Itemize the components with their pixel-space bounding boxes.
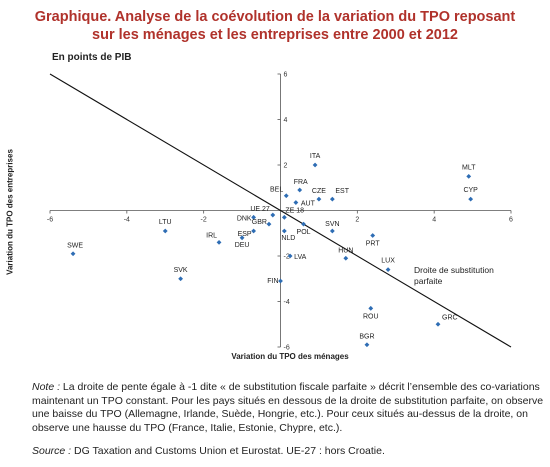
- y-tick-label: -4: [284, 299, 290, 306]
- substitution-line-path: [49, 73, 512, 348]
- data-point-label-bgr: BGR: [359, 334, 374, 341]
- y-tick-label: 6: [284, 72, 288, 79]
- data-point-label-deu: DEU: [235, 242, 250, 249]
- data-point-ue-27: [270, 212, 276, 218]
- data-point-label-hun: HUN: [338, 247, 353, 254]
- data-point-hun: [343, 255, 349, 261]
- x-tick-label: 2: [355, 217, 359, 224]
- data-point-esp: [251, 228, 257, 234]
- substitution-line-label-1: Droite de substitution: [414, 265, 494, 275]
- data-point-label-rou: ROU: [363, 313, 379, 320]
- data-point-ze-18: [281, 214, 287, 220]
- chart-title: Graphique. Analyse de la coévolution de …: [0, 8, 550, 44]
- units-label: En points de PIB: [52, 52, 132, 63]
- data-point-label-esp: ESP: [238, 231, 252, 238]
- y-tick-label: 4: [284, 117, 288, 124]
- x-tick-label: 6: [509, 217, 513, 224]
- data-point-dnk: [251, 214, 257, 220]
- data-point-prt: [370, 233, 376, 238]
- data-point-label-lux: LUX: [381, 258, 395, 265]
- chart-title-line-2: sur les ménages et les entreprises entre…: [92, 27, 458, 43]
- data-point-label-ltu: LTU: [159, 219, 172, 226]
- data-point-label-swe: SWE: [67, 243, 83, 250]
- data-point-label-est: EST: [335, 188, 349, 195]
- data-point-label-pol: POL: [297, 229, 311, 236]
- substitution-line-label-2: parfaite: [414, 276, 443, 286]
- data-point-rou: [368, 305, 374, 311]
- data-point-mlt: [466, 173, 472, 179]
- x-tick-label: 4: [432, 217, 436, 224]
- data-point-fin: [278, 278, 283, 284]
- source-text: DG Taxation and Customs Union et Eurosta…: [71, 445, 385, 457]
- x-tick-label: -4: [124, 217, 130, 224]
- data-point-est: [329, 196, 335, 202]
- y-tick-label: 2: [284, 163, 288, 170]
- data-point-lux: [385, 267, 391, 273]
- data-point-deu: [239, 235, 245, 241]
- data-point-bgr: [364, 342, 370, 348]
- data-point-fra: [297, 187, 303, 193]
- data-point-label-cze: CZE: [312, 188, 326, 195]
- data-point-label-ze-18: ZE 18: [285, 207, 304, 214]
- x-tick-label: -2: [201, 217, 207, 224]
- x-tick-label: -6: [47, 217, 53, 224]
- data-point-aut: [293, 200, 299, 205]
- data-point-label-irl: IRL: [206, 232, 217, 239]
- y-axis-label-holder: Variation du TPO des entreprises: [6, 149, 22, 275]
- data-point-irl: [216, 239, 222, 245]
- note-text: La droite de pente égale à -1 dite « de …: [32, 381, 544, 434]
- data-point-grc: [435, 321, 441, 327]
- data-point-bel: [283, 193, 289, 199]
- data-point-label-fin: FIN: [267, 278, 278, 285]
- data-point-ltu: [162, 228, 168, 234]
- data-point-label-svn: SVN: [325, 221, 339, 228]
- note-label: Note :: [32, 381, 61, 393]
- data-point-svn: [329, 228, 335, 234]
- data-point-label-fra: FRA: [294, 179, 308, 186]
- data-point-label-prt: PRT: [366, 241, 381, 248]
- y-tick-label: -6: [284, 345, 290, 352]
- data-point-label-ita: ITA: [310, 153, 321, 160]
- data-point-nld: [281, 228, 287, 234]
- data-point-label-gbr: GBR: [252, 219, 267, 226]
- data-point-lva: [287, 253, 293, 259]
- data-point-label-aut: AUT: [301, 201, 316, 208]
- data-point-label-bel: BEL: [270, 187, 283, 194]
- y-axis-label: Variation du TPO des entreprises: [5, 149, 15, 275]
- data-point-label-cyp: CYP: [463, 187, 478, 194]
- data-point-label-grc: GRC: [442, 314, 458, 321]
- data-point-cyp: [468, 196, 474, 202]
- source-label: Source :: [32, 445, 72, 457]
- data-point-label-dnk: DNK: [237, 215, 252, 222]
- data-points: SWE LTU SVK IRL DEU ESP DNK UE 27 GBR ZE 18 NLD BEL…: [67, 153, 478, 348]
- data-point-label-svk: SVK: [174, 267, 188, 274]
- chart-title-line-1: Graphique. Analyse de la coévolution de …: [34, 9, 516, 25]
- data-point-swe: [70, 251, 76, 257]
- x-axis-label: Variation du TPO des ménages: [231, 352, 349, 361]
- scatter-plot: -6 -4 -2 2 4 6 -6 -4 -2 2 4 6 Droite de substitutio…: [47, 72, 513, 352]
- data-point-label-lva: LVA: [294, 254, 307, 261]
- data-point-label-mlt: MLT: [462, 164, 476, 171]
- data-point-label-nld: NLD: [281, 235, 295, 242]
- data-point-label-ue-27: UE 27: [250, 206, 270, 213]
- data-point-ita: [312, 162, 318, 168]
- data-point-gbr: [266, 221, 272, 227]
- data-point-svk: [178, 276, 184, 282]
- y-tick-label: -2: [284, 254, 290, 261]
- note-paragraph: Note : La droite de pente égale à -1 dit…: [32, 381, 544, 435]
- data-point-cze: [316, 196, 322, 202]
- source-line: Source : DG Taxation and Customs Union e…: [32, 445, 544, 457]
- data-point-pol: [301, 221, 306, 227]
